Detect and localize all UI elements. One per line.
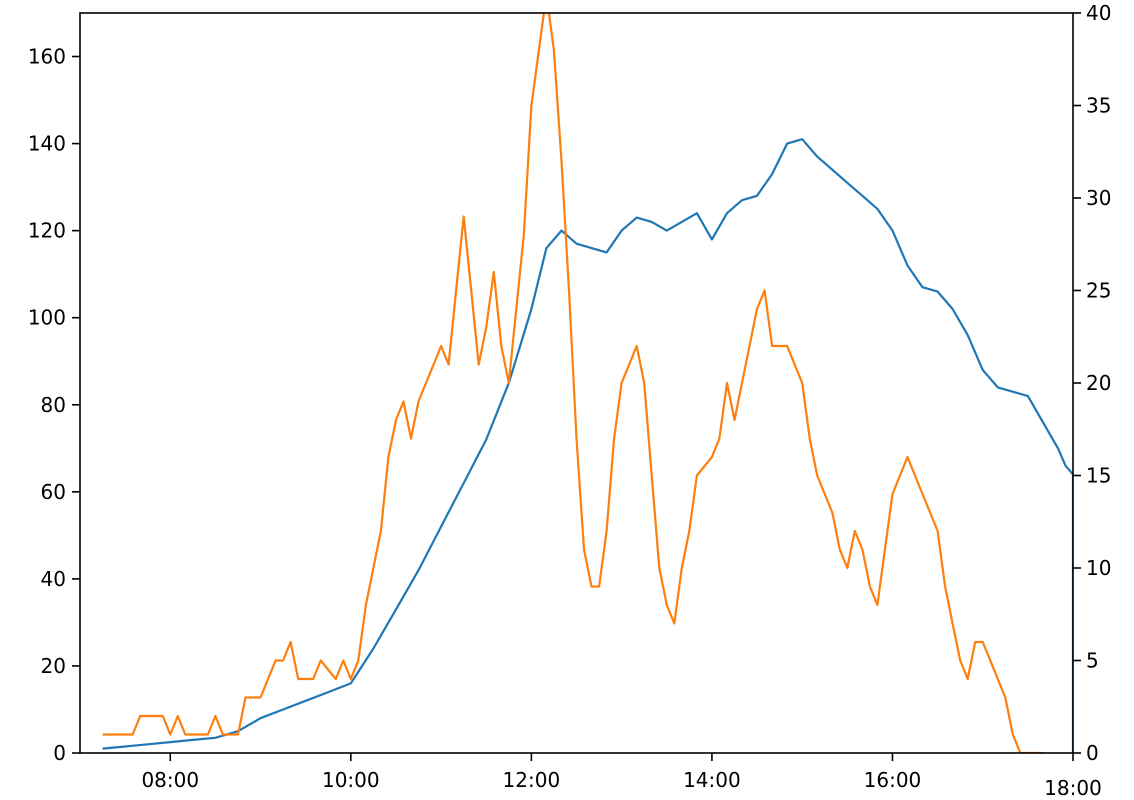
x-tick-label: 14:00 bbox=[683, 768, 741, 792]
y-tick-label: 140 bbox=[28, 132, 66, 156]
x-axis: 08:00 10:00 12:00 14:00 16:00 18:00 bbox=[141, 753, 1102, 800]
left-y-axis: 0 20 40 60 80 100 120 140 160 bbox=[28, 45, 80, 765]
y-tick-label: 160 bbox=[28, 45, 66, 69]
y2-tick-label: 25 bbox=[1086, 279, 1111, 303]
y2-tick-label: 10 bbox=[1086, 556, 1111, 580]
x-tick-label: 10:00 bbox=[322, 768, 380, 792]
right-y-axis: 0 5 10 15 20 25 30 35 40 bbox=[1073, 1, 1111, 765]
x-tick-label: 08:00 bbox=[141, 768, 199, 792]
y2-tick-label: 0 bbox=[1086, 741, 1099, 765]
x-tick-label: 18:00 bbox=[1044, 776, 1102, 800]
y2-tick-label: 40 bbox=[1086, 1, 1111, 25]
plot-lines bbox=[102, 13, 1073, 753]
plot-frame bbox=[79, 12, 1074, 754]
x-tick-label: 16:00 bbox=[864, 768, 922, 792]
y-tick-label: 60 bbox=[41, 480, 66, 504]
series-line-1 bbox=[102, 138, 1073, 753]
y-tick-label: 40 bbox=[41, 567, 66, 591]
y2-tick-label: 35 bbox=[1086, 94, 1111, 118]
y2-tick-label: 15 bbox=[1086, 464, 1111, 488]
y-tick-label: 0 bbox=[53, 741, 66, 765]
y2-tick-label: 20 bbox=[1086, 371, 1111, 395]
y2-tick-label: 30 bbox=[1086, 186, 1111, 210]
x-tick-label: 12:00 bbox=[503, 768, 561, 792]
y-tick-label: 120 bbox=[28, 219, 66, 243]
axes-frame bbox=[79, 12, 1074, 754]
y-tick-label: 80 bbox=[41, 393, 66, 417]
y-tick-label: 20 bbox=[41, 654, 66, 678]
y2-tick-label: 5 bbox=[1086, 649, 1099, 673]
series-line-2 bbox=[102, 13, 1043, 753]
y-tick-label: 100 bbox=[28, 306, 66, 330]
